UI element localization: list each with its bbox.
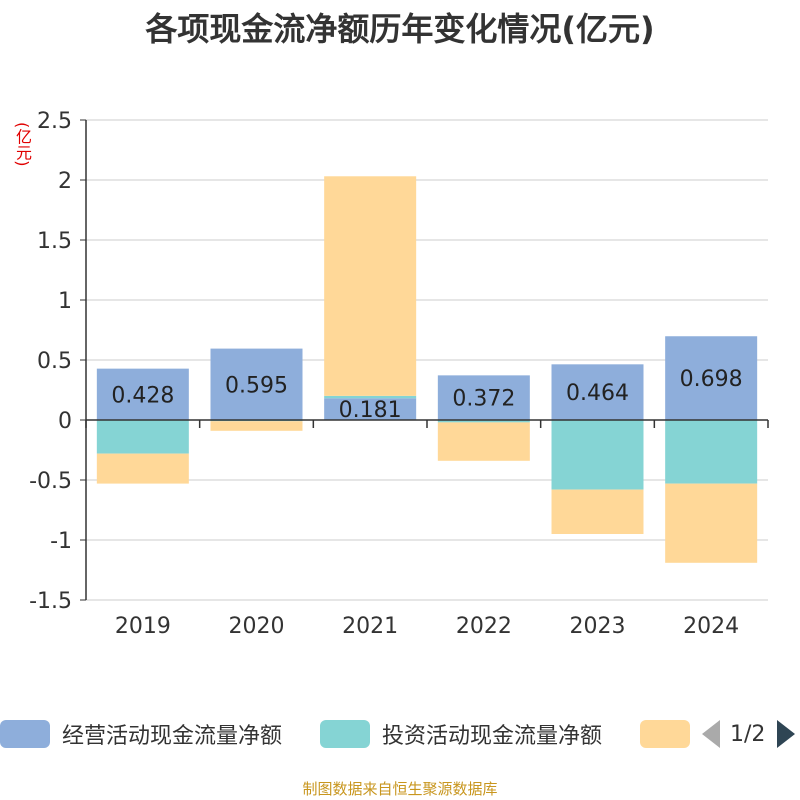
bar-operating (96, 368, 189, 420)
x-tick-label: 2022 (456, 614, 512, 639)
legend-next-icon[interactable] (777, 720, 796, 748)
bar-operating (324, 398, 417, 420)
bar-financing (210, 421, 303, 431)
bar-investing (96, 420, 189, 454)
legend-item-operating[interactable]: 经营活动现金流量净额 (0, 716, 282, 752)
axis-layer: 2.5 2 1.5 1 0.5 0 -0.5 -1 -1.5 (29, 109, 769, 614)
y-tick-label: 2.5 (37, 109, 72, 134)
bar-operating (665, 336, 758, 420)
data-label-operating: 0.595 (225, 373, 288, 398)
data-label-operating: 0.698 (680, 367, 743, 392)
y-tick-label: 0.5 (37, 349, 72, 374)
y-tick-label: 1 (58, 289, 72, 314)
y-tick-label: -1.5 (29, 589, 72, 614)
y-tick-label: -1 (50, 529, 72, 554)
bar-operating (551, 364, 644, 420)
data-label-operating: 0.464 (566, 381, 629, 406)
y-tick-label: 2 (58, 169, 72, 194)
bar-financing (665, 483, 758, 563)
bar-operating (437, 375, 530, 420)
x-tick-label: 2020 (229, 614, 285, 639)
legend-label-operating: 经营活动现金流量净额 (62, 724, 283, 749)
legend-swatch-financing (640, 720, 690, 748)
data-label-operating: 0.181 (339, 398, 402, 423)
legend: 经营活动现金流量净额 投资活动现金流量净额 1/2 (0, 716, 800, 756)
label-layer: 2019 2020 2021 2022 2023 2024 0.428 0.595 0.181 0… (111, 367, 742, 639)
y-tick-label: -0.5 (29, 469, 72, 494)
legend-prev-icon[interactable] (702, 720, 720, 748)
data-label-operating: 0.428 (111, 383, 174, 408)
data-label-operating: 0.372 (452, 387, 515, 412)
bar-layer (96, 176, 758, 563)
bar-financing (437, 422, 530, 461)
legend-pager: 1/2 (702, 716, 796, 752)
chart-title: 各项现金流净额历年变化情况(亿元) (145, 10, 655, 48)
x-tick-label: 2024 (683, 614, 739, 639)
bar-investing (665, 420, 758, 484)
legend-item-investing[interactable]: 投资活动现金流量净额 (320, 716, 602, 752)
bar-financing (324, 176, 417, 396)
x-tick-label: 2023 (570, 614, 626, 639)
bar-investing (324, 395, 417, 399)
legend-page-indicator: 1/2 (730, 721, 766, 747)
bar-financing (96, 453, 189, 484)
x-tick-label: 2019 (115, 614, 171, 639)
y-tick-label: 0 (58, 409, 72, 434)
x-tick-label: 2021 (342, 614, 398, 639)
bar-investing (551, 420, 644, 490)
data-source-note: 制图数据来自恒生聚源数据库 (302, 780, 498, 798)
legend-item-financing[interactable] (640, 716, 702, 752)
legend-swatch-operating (0, 720, 50, 748)
bar-financing (551, 489, 644, 534)
bar-operating (210, 348, 303, 420)
bar-investing (437, 420, 530, 423)
y-axis-unit: (亿元) (13, 122, 32, 167)
y-tick-label: 1.5 (37, 229, 72, 254)
legend-label-investing: 投资活动现金流量净额 (382, 724, 603, 749)
legend-swatch-investing (320, 720, 370, 748)
